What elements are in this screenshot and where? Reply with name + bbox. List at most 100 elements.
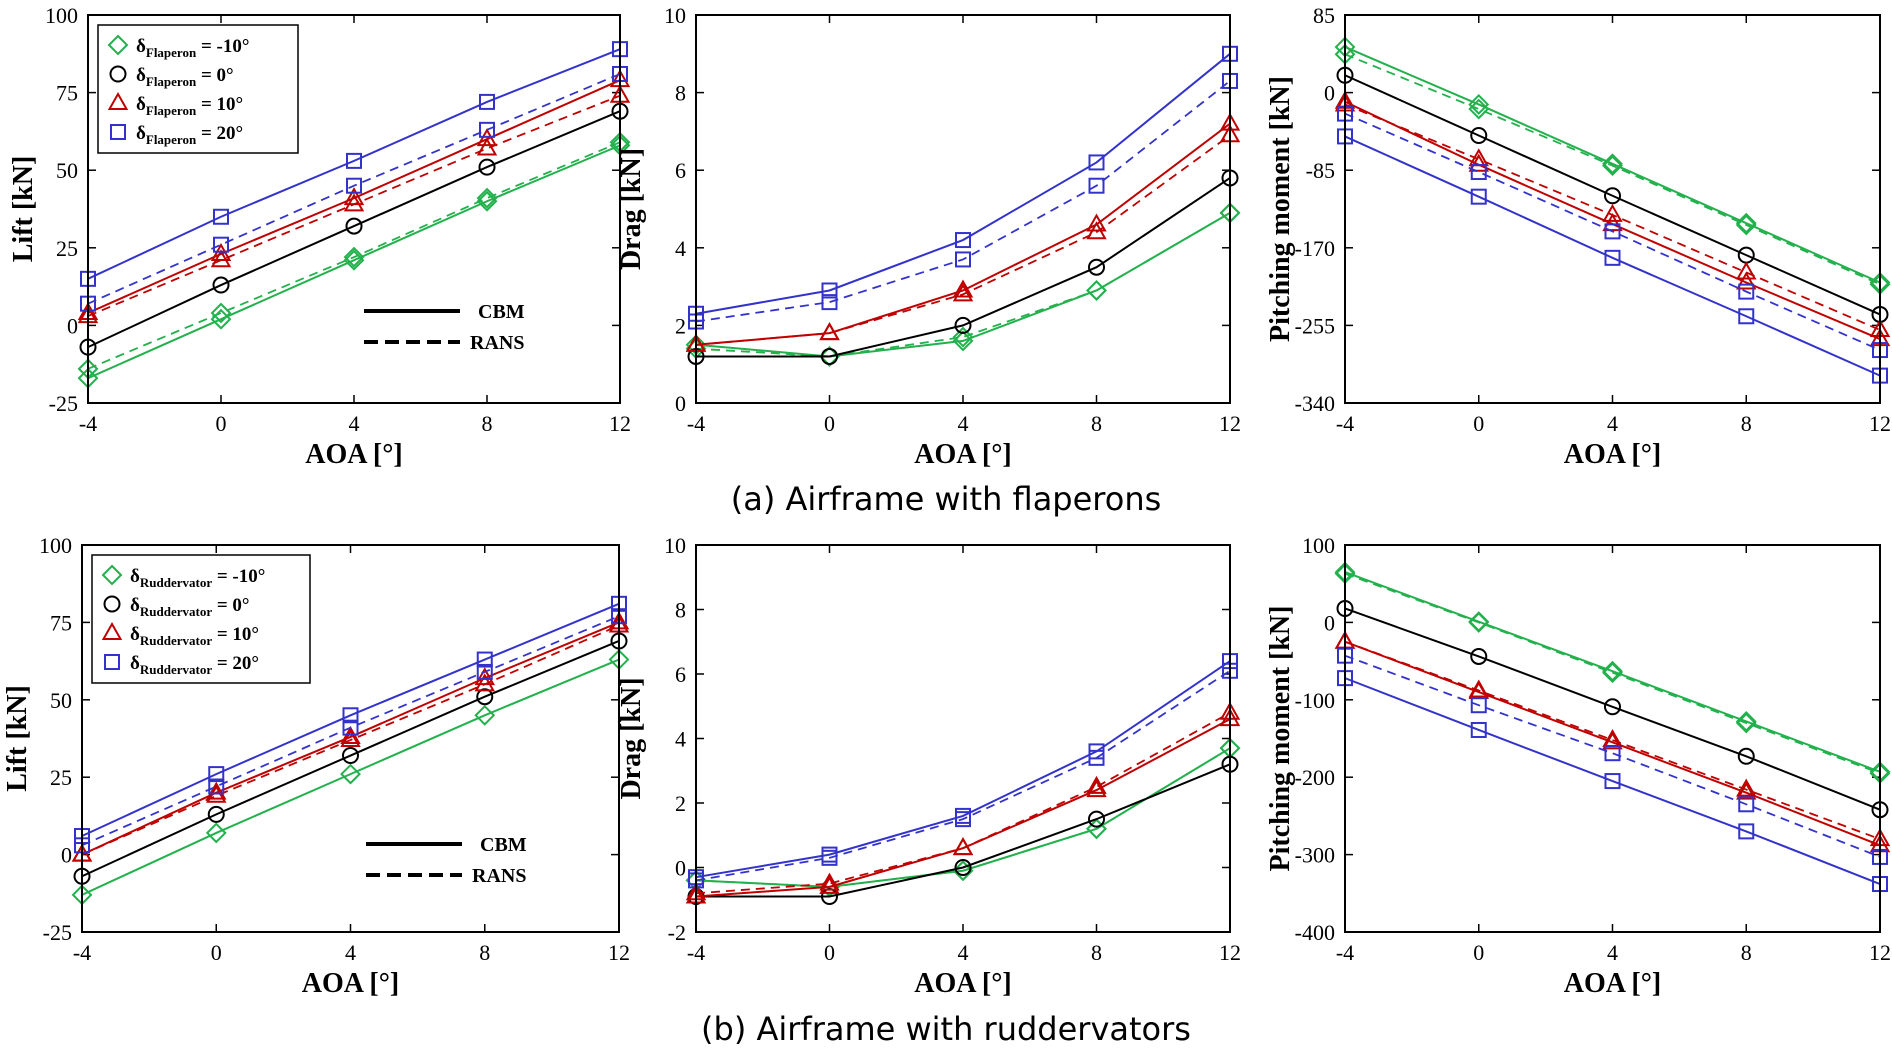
plot-frame	[695, 544, 1231, 933]
caption-a: (a) Airframe with flaperons	[731, 480, 1162, 518]
x-tick-label: 12	[1869, 940, 1891, 965]
legend-entry: δFlaperon = 20°	[136, 123, 243, 147]
series-line-cbm-m0	[87, 110, 621, 349]
data-point-cbm-m0	[954, 316, 972, 334]
data-point-cbm-m0	[1470, 127, 1488, 145]
x-tick-label: -4	[687, 411, 705, 436]
series-line-rans-p20	[81, 615, 620, 847]
y-tick-label: 0	[675, 391, 686, 416]
data-point-cbm-m10	[210, 308, 232, 330]
legend-entry: δRuddervator = -10°	[130, 566, 265, 590]
y-tick-label: 4	[675, 236, 686, 261]
data-point-rans-m10	[1602, 662, 1623, 684]
data-point-cbm-m10	[952, 860, 974, 882]
y-tick-label: 25	[56, 236, 78, 261]
y-tick-label: -2	[668, 920, 686, 945]
y-tick-label: 6	[675, 662, 686, 687]
y-tick-label: 10	[664, 533, 686, 558]
series-line-cbm-m10	[695, 212, 1231, 358]
data-point-rans-p20	[342, 719, 359, 736]
y-tick-label: -400	[1295, 920, 1335, 945]
x-tick-label: 4	[345, 940, 356, 965]
data-point-cbm-m0	[1604, 698, 1621, 716]
data-point-rans-m10	[1735, 712, 1757, 734]
y-tick-label: -170	[1295, 236, 1335, 261]
data-point-cbm-p10	[819, 875, 840, 894]
data-point-cbm-p20	[342, 707, 359, 724]
x-tick-label: 4	[349, 411, 360, 436]
legend-box	[91, 554, 311, 684]
y-tick-label: 6	[675, 158, 686, 183]
data-point-cbm-m10	[1468, 611, 1490, 633]
y-tick-label: 2	[675, 313, 686, 338]
x-tick-label: -4	[1336, 940, 1354, 965]
data-point-cbm-m0	[345, 217, 363, 235]
y-tick-label: 0	[67, 313, 78, 338]
data-point-cbm-p10	[819, 322, 840, 341]
y-tick-label: 0	[675, 856, 686, 881]
series-line-cbm-p20	[1344, 677, 1881, 885]
data-point-cbm-m10	[1735, 711, 1757, 732]
x-tick-label: -4	[687, 940, 705, 965]
data-point-cbm-p20	[1604, 249, 1621, 266]
plot-frame	[81, 544, 620, 933]
y-tick-label: -100	[1295, 688, 1335, 713]
x-tick-label: 12	[1219, 411, 1241, 436]
plot-frame	[695, 14, 1231, 404]
data-point-cbm-p20	[1088, 154, 1105, 171]
chart-b-pitching-moment: -4 0 4 8 12 -400 -300 -200 -100 0 100 AOA [°] Pitchi…	[1265, 533, 1891, 999]
legend-marker-m0	[103, 595, 121, 613]
legend-entry: δFlaperon = 0°	[136, 65, 234, 89]
series-line-cbm-p10	[695, 718, 1231, 898]
x-tick-label: 4	[1607, 411, 1618, 436]
data-point-cbm-p10	[1086, 213, 1107, 232]
y-axis-label: Drag [kN]	[616, 677, 647, 799]
data-point-rans-p20	[1738, 796, 1755, 813]
data-point-cbm-p10	[1468, 153, 1489, 172]
style-key-cbm-label: CBM	[480, 834, 527, 856]
y-tick-label: 0	[1324, 81, 1335, 106]
data-point-cbm-m10	[476, 190, 498, 212]
x-tick-label: 4	[1607, 940, 1618, 965]
data-point-rans-p10	[1736, 261, 1757, 280]
data-point-cbm-m10	[205, 822, 227, 844]
series-line-cbm-p10	[695, 122, 1231, 346]
y-tick-label: -340	[1295, 391, 1335, 416]
x-tick-label: 0	[1473, 940, 1484, 965]
x-axis-label: AOA [°]	[302, 968, 400, 999]
y-tick-label: 0	[1324, 610, 1335, 635]
plot-frame	[87, 14, 621, 404]
chart-b-lift: -4 0 4 8 12 -25 0 25 50 75 100 AOA [°] Lift [kN] δRud…	[2, 533, 630, 999]
legend-entry: δFlaperon = 10°	[136, 94, 243, 118]
series-line-cbm-p20	[695, 53, 1231, 315]
data-point-rans-p20	[821, 294, 838, 311]
data-point-cbm-m10	[474, 704, 496, 726]
x-tick-label: -4	[1336, 411, 1354, 436]
series-line-rans-p10	[1344, 103, 1881, 331]
data-point-rans-p20	[1470, 164, 1487, 181]
data-point-cbm-p10	[474, 667, 495, 686]
y-tick-label: 75	[50, 610, 72, 635]
x-axis-label: AOA [°]	[1564, 439, 1662, 470]
series-line-cbm-m10	[87, 144, 621, 380]
x-tick-label: 0	[824, 940, 835, 965]
x-axis-label: AOA [°]	[1564, 968, 1662, 999]
chart-b-drag: -4 0 4 8 12 -2 0 2 4 6 8 10 AOA [°] Drag [kN]	[616, 533, 1241, 999]
y-tick-label: 100	[1302, 533, 1335, 558]
data-point-rans-p10	[340, 729, 361, 748]
data-point-rans-m10	[1468, 98, 1490, 120]
data-point-rans-p10	[1086, 775, 1107, 794]
data-point-cbm-p10	[1736, 781, 1757, 800]
data-point-cbm-p20	[476, 651, 493, 668]
legend-marker-p20	[110, 124, 126, 140]
data-point-rans-p10	[1736, 778, 1757, 797]
data-point-cbm-p20	[955, 232, 971, 249]
data-point-rans-p20	[1088, 177, 1105, 194]
data-point-cbm-p20	[1738, 308, 1755, 325]
x-axis-label: AOA [°]	[305, 439, 403, 470]
y-tick-label: 8	[675, 81, 686, 106]
data-point-cbm-m10	[343, 249, 365, 271]
series-line-rans-p20	[695, 80, 1231, 323]
y-tick-label: 10	[664, 3, 686, 28]
x-tick-label: 12	[609, 411, 631, 436]
